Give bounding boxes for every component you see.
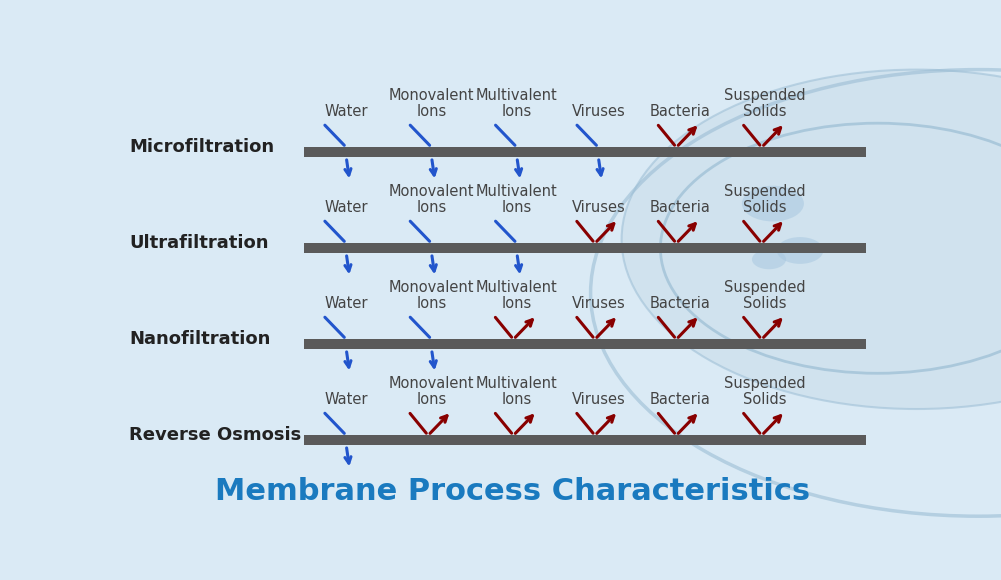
Text: Ultrafiltration: Ultrafiltration [129,234,268,252]
Text: Bacteria: Bacteria [650,296,711,311]
Text: Water: Water [324,392,368,407]
Circle shape [742,186,804,222]
Text: Multivalent
Ions: Multivalent Ions [476,376,558,407]
Text: Suspended
Solids: Suspended Solids [725,183,806,215]
Text: Water: Water [324,200,368,215]
Text: Monovalent
Ions: Monovalent Ions [388,280,474,311]
Circle shape [777,237,824,264]
Text: Reverse Osmosis: Reverse Osmosis [129,426,301,444]
Text: Monovalent
Ions: Monovalent Ions [388,376,474,407]
Bar [303,147,866,157]
Text: Multivalent
Ions: Multivalent Ions [476,183,558,215]
Bar [303,436,866,445]
Text: Microfiltration: Microfiltration [129,138,274,156]
Text: Suspended
Solids: Suspended Solids [725,376,806,407]
Text: Nanofiltration: Nanofiltration [129,331,270,349]
Text: Bacteria: Bacteria [650,200,711,215]
Bar [303,244,866,253]
Text: Monovalent
Ions: Monovalent Ions [388,183,474,215]
Circle shape [752,249,786,269]
Text: Bacteria: Bacteria [650,392,711,407]
Text: Multivalent
Ions: Multivalent Ions [476,280,558,311]
Text: Viruses: Viruses [572,296,626,311]
Text: Multivalent
Ions: Multivalent Ions [476,88,558,119]
Text: Suspended
Solids: Suspended Solids [725,88,806,119]
Text: Viruses: Viruses [572,392,626,407]
Text: Water: Water [324,104,368,119]
Text: Membrane Process Characteristics: Membrane Process Characteristics [215,477,811,506]
Text: Viruses: Viruses [572,104,626,119]
Bar [303,339,866,349]
Text: Suspended
Solids: Suspended Solids [725,280,806,311]
Text: Monovalent
Ions: Monovalent Ions [388,88,474,119]
Text: Water: Water [324,296,368,311]
Text: Viruses: Viruses [572,200,626,215]
Circle shape [622,70,1001,409]
Text: Bacteria: Bacteria [650,104,711,119]
